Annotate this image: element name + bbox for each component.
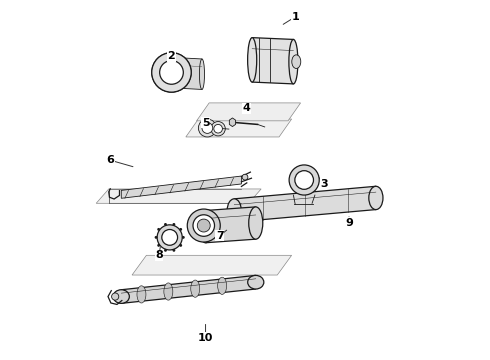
Circle shape: [162, 229, 177, 245]
Ellipse shape: [292, 55, 301, 68]
Polygon shape: [186, 119, 292, 137]
Circle shape: [295, 171, 314, 189]
Text: 1: 1: [292, 12, 299, 22]
Polygon shape: [96, 189, 261, 203]
Ellipse shape: [247, 38, 257, 82]
Circle shape: [152, 53, 191, 92]
Text: 3: 3: [320, 179, 328, 189]
Circle shape: [172, 223, 175, 226]
Circle shape: [160, 60, 183, 84]
Polygon shape: [252, 38, 294, 84]
Text: 10: 10: [198, 333, 213, 343]
Polygon shape: [132, 255, 292, 275]
Ellipse shape: [369, 186, 383, 210]
Polygon shape: [205, 207, 256, 243]
Ellipse shape: [137, 286, 146, 303]
Circle shape: [112, 293, 119, 300]
Polygon shape: [168, 57, 202, 89]
Ellipse shape: [227, 199, 241, 222]
Polygon shape: [122, 275, 256, 303]
Circle shape: [164, 249, 167, 252]
Circle shape: [289, 165, 319, 195]
Circle shape: [242, 174, 248, 180]
Ellipse shape: [165, 57, 171, 87]
Ellipse shape: [289, 40, 298, 84]
Text: 9: 9: [345, 218, 353, 228]
Polygon shape: [229, 118, 236, 127]
Circle shape: [160, 60, 183, 84]
Circle shape: [193, 215, 215, 236]
Text: 4: 4: [243, 103, 251, 113]
Circle shape: [164, 223, 167, 226]
Circle shape: [179, 228, 182, 231]
Ellipse shape: [218, 277, 226, 294]
Circle shape: [198, 119, 216, 137]
Circle shape: [152, 53, 191, 92]
Polygon shape: [234, 186, 376, 222]
Circle shape: [211, 122, 225, 136]
Text: 8: 8: [155, 250, 163, 260]
Ellipse shape: [164, 283, 173, 300]
Circle shape: [202, 123, 213, 134]
Text: 7: 7: [216, 231, 224, 240]
Circle shape: [182, 236, 185, 239]
Text: 2: 2: [168, 51, 175, 61]
Text: 6: 6: [107, 155, 115, 165]
Circle shape: [157, 228, 160, 231]
Polygon shape: [196, 103, 300, 121]
Circle shape: [155, 236, 157, 239]
Circle shape: [197, 219, 210, 232]
Circle shape: [172, 249, 175, 252]
Circle shape: [157, 244, 160, 247]
Circle shape: [187, 209, 220, 242]
Polygon shape: [122, 176, 242, 198]
Ellipse shape: [113, 290, 129, 303]
Circle shape: [179, 244, 182, 247]
Ellipse shape: [249, 207, 263, 239]
Text: 5: 5: [202, 118, 209, 128]
Ellipse shape: [191, 280, 200, 297]
Circle shape: [214, 125, 222, 133]
Ellipse shape: [198, 211, 213, 243]
Ellipse shape: [247, 275, 264, 289]
Ellipse shape: [199, 59, 204, 89]
Circle shape: [157, 225, 182, 250]
